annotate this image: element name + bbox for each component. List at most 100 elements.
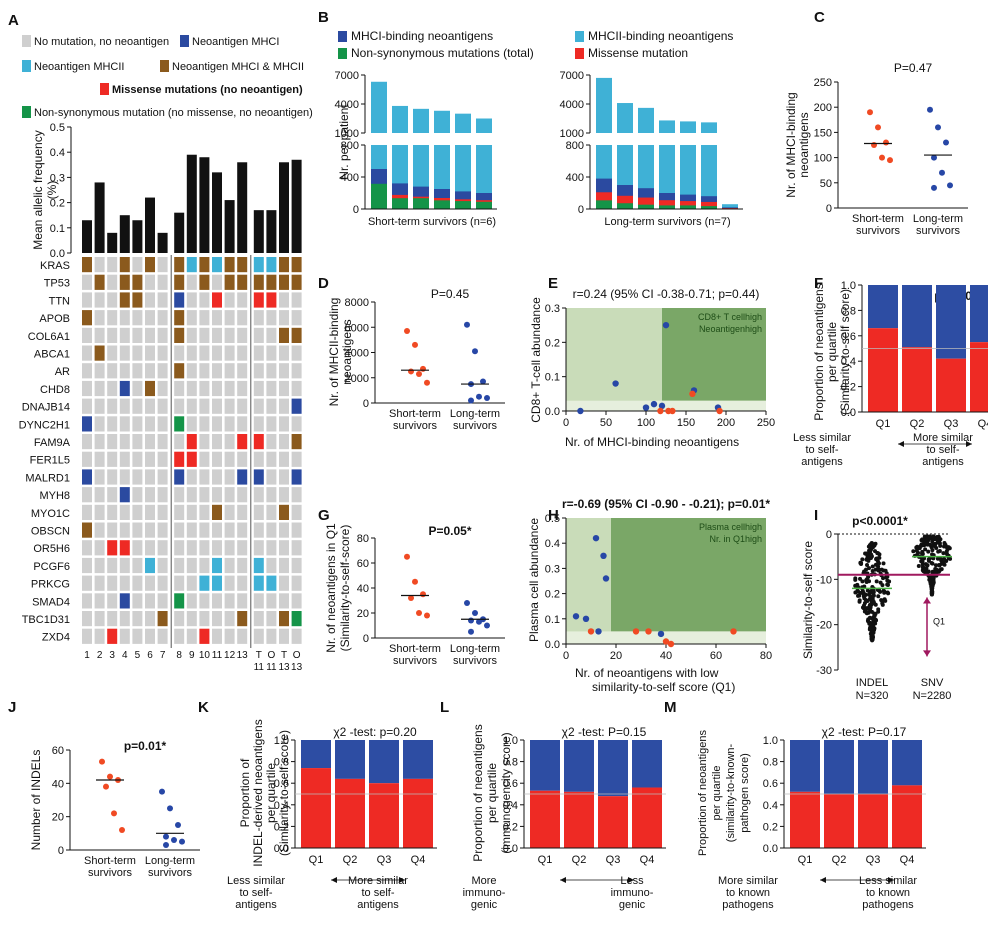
h-x-tick-label: 0 — [563, 650, 569, 662]
heatmap-cell — [279, 557, 289, 574]
i-group-label: INDEL — [856, 677, 888, 689]
heatmap-cell — [266, 522, 277, 538]
heatmap-cell — [291, 257, 302, 273]
long-term-upper-tick-label: 7000 — [560, 70, 584, 82]
heatmap-cell — [266, 257, 277, 273]
heatmap-cell — [212, 575, 222, 591]
f-blue-bar — [868, 285, 898, 329]
h-x-tick-label: 60 — [710, 650, 722, 662]
m-left-note: More similar — [718, 875, 778, 887]
heatmap-cell — [94, 575, 105, 591]
heatmap-cell — [132, 363, 143, 379]
heatmap-cell — [157, 451, 168, 467]
heatmap-cell — [253, 522, 264, 538]
heatmap-cell — [212, 611, 222, 627]
m-ylabel: per quartile — [711, 765, 723, 820]
heatmap-cell — [212, 451, 222, 467]
m-right-note: to known — [866, 887, 910, 899]
l-y-tick-label: 0.8 — [503, 757, 518, 769]
legend-swatch — [338, 48, 347, 59]
heatmap-cell — [266, 487, 277, 503]
j-long-point — [167, 805, 173, 812]
k-right-note: antigens — [357, 899, 399, 911]
column-label: 4 — [122, 650, 128, 661]
i-indel-point — [862, 596, 867, 601]
f-y-tick-label: 0.0 — [841, 407, 856, 419]
heatmap-cell — [199, 257, 210, 273]
allelic-frequency-bar — [82, 220, 92, 253]
heatmap-cell — [199, 540, 210, 556]
heatmap-cell — [174, 292, 185, 308]
k-y-tick-label: 1.0 — [274, 735, 289, 747]
heatmap-cell — [266, 310, 277, 326]
heatmap-cell — [291, 611, 302, 627]
heatmap-cell — [291, 363, 302, 379]
k-category: Q3 — [377, 854, 392, 866]
f-right-note: to self- — [926, 444, 959, 456]
i-snv-point — [942, 543, 947, 548]
panel-letter-k: K — [198, 699, 209, 716]
d-tick-label: 0 — [363, 398, 369, 410]
g-short-point — [412, 578, 418, 585]
heatmap-cell — [279, 416, 289, 432]
column-label: 5 — [135, 650, 141, 661]
i-indel-point — [873, 611, 878, 616]
i-snv-point — [930, 548, 935, 553]
gene-label: OBSCN — [31, 526, 70, 538]
panel-letter-g: G — [318, 507, 330, 524]
g-long-point — [468, 617, 474, 624]
heatmap-cell — [186, 593, 197, 609]
heatmap-cell — [94, 540, 105, 556]
m-arrow-head — [820, 877, 826, 883]
i-snv-point — [929, 592, 934, 597]
heatmap-cell — [186, 434, 197, 450]
heatmap-cell — [186, 363, 197, 379]
d-short-point — [412, 341, 418, 348]
g-group-label: survivors — [393, 655, 438, 667]
heatmap-cell — [107, 504, 118, 520]
i-snv-point — [931, 575, 936, 580]
l-red-bar — [530, 790, 560, 848]
heatmap-cell — [157, 628, 168, 644]
heatmap-cell — [266, 575, 277, 591]
heatmap-cell — [94, 257, 105, 273]
d-ylabel: Nr. of MHCII-binding — [327, 298, 341, 407]
e-point — [650, 400, 658, 408]
heatmap-cell — [199, 557, 210, 574]
heatmap-cell — [224, 363, 235, 379]
heatmap-cell — [186, 292, 197, 308]
f-left-note: Less similar — [793, 432, 851, 444]
legend-label: No mutation, no neoantigen — [34, 36, 169, 48]
heatmap-cell — [174, 345, 185, 361]
heatmap-cell — [186, 274, 197, 290]
heatmap-cell — [94, 345, 105, 361]
i-snv-point — [935, 556, 940, 561]
bar-y-tick-label: 0.2 — [50, 198, 65, 210]
l-red-bar — [632, 787, 662, 848]
heatmap-cell — [94, 451, 105, 467]
f-red-bar — [868, 328, 898, 412]
heatmap-cell — [174, 416, 185, 432]
j-short-point — [107, 773, 113, 780]
mhcii-bar — [413, 108, 429, 133]
allelic-frequency-bar — [145, 197, 155, 253]
h-x-tick-label: 40 — [660, 650, 672, 662]
heatmap-cell — [119, 469, 130, 485]
heatmap-cell — [132, 611, 143, 627]
heatmap-cell — [174, 575, 185, 591]
b-ylabel: Nr. per patient — [337, 104, 351, 180]
k-y-tick-label: 0.8 — [274, 757, 289, 769]
mhcii-bar — [371, 81, 387, 133]
l-left-note: immuno- — [463, 887, 506, 899]
l-category: Q2 — [572, 854, 587, 866]
l-ylabel: (immunogencity score) — [499, 732, 513, 853]
j-title: p=0.01* — [124, 739, 167, 753]
heatmap-cell — [253, 327, 264, 343]
heatmap-cell — [291, 575, 302, 591]
m-blue-bar — [824, 740, 854, 794]
i-snv-point — [923, 547, 928, 552]
k-category: Q2 — [343, 854, 358, 866]
k-arrow-head — [399, 877, 405, 883]
k-red-bar — [335, 778, 365, 848]
i-snv-point — [914, 545, 919, 550]
